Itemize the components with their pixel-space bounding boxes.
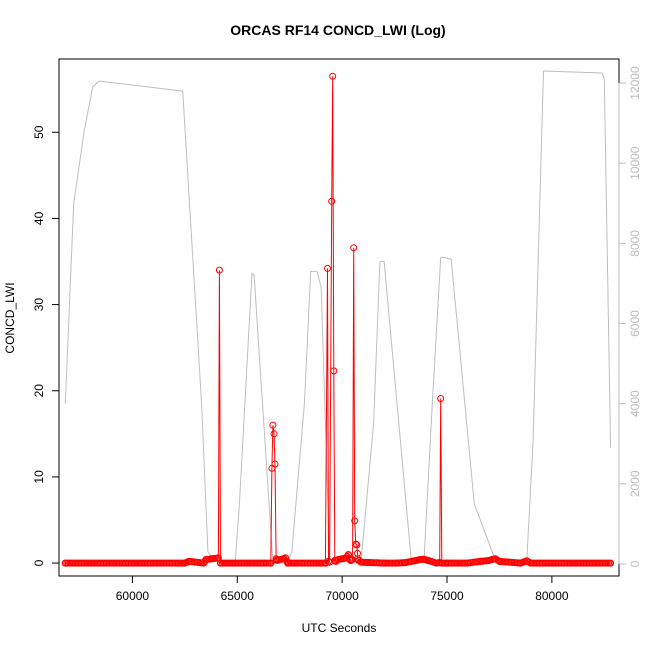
concd-series-layer: [61, 72, 615, 567]
concd-point: [516, 559, 524, 567]
x-tick-label: 70000: [325, 589, 359, 603]
concd-point: [424, 557, 432, 564]
concd-point: [215, 266, 223, 274]
concd-point: [324, 264, 331, 272]
plot-frame: [58, 58, 620, 577]
secondary-series-layer: [64, 70, 612, 563]
y-axis-label: CONCD_LWI: [3, 282, 17, 353]
y-tick-label: 20: [32, 384, 46, 398]
concd-point: [380, 559, 388, 567]
concd-point: [200, 559, 208, 567]
y2-tick-label: 12000: [628, 66, 642, 100]
chart-title: ORCAS RF14 CONCD_LWI (Log): [230, 22, 445, 38]
concd-point: [329, 72, 337, 80]
y-axis-left: 0 10 20 30 40 50: [32, 125, 60, 566]
y2-tick-label: 6000: [628, 310, 642, 337]
concd-point: [351, 517, 359, 525]
y2-tick-label: 10000: [628, 146, 642, 180]
concd-point: [420, 555, 428, 563]
concd-point: [267, 559, 275, 567]
concd-point: [443, 559, 451, 567]
concd-point: [328, 197, 336, 205]
concd-point: [355, 557, 363, 564]
concd-point: [61, 559, 69, 567]
concd-point: [527, 559, 535, 567]
concd-point: [332, 557, 340, 565]
y2-tick-label: 2000: [628, 470, 642, 497]
x-tick-label: 65000: [221, 589, 255, 603]
concd-point: [357, 558, 365, 566]
concd-point: [272, 555, 280, 563]
concd-point: [352, 540, 360, 548]
concd-point: [438, 559, 446, 567]
secondary-series-line: [64, 70, 612, 563]
x-tick-label: 75000: [430, 589, 464, 603]
concd-point: [477, 557, 485, 565]
concd-point: [495, 557, 503, 565]
y2-tick-label: 4000: [628, 390, 642, 417]
concd-point: [523, 557, 531, 565]
concd-point: [485, 557, 493, 564]
concd-point: [437, 395, 445, 402]
concd-point: [271, 460, 279, 468]
concd-point: [464, 559, 472, 567]
x-tick-label: 80000: [535, 589, 569, 603]
x-axis: 60000 65000 70000 75000 80000: [116, 575, 569, 603]
concd-point: [350, 244, 358, 252]
concd-series-line: [65, 76, 611, 564]
concd-point: [412, 557, 420, 564]
concd-point: [334, 556, 342, 564]
concd-point: [344, 551, 352, 558]
y-tick-label: 10: [32, 470, 46, 484]
x-axis-label: UTC Seconds: [302, 621, 377, 635]
concd-point: [393, 559, 401, 567]
y2-tick-label: 0: [628, 560, 642, 567]
y-tick-label: 0: [32, 559, 46, 566]
concd-point: [433, 559, 440, 567]
concd-point: [181, 559, 189, 567]
y2-tick-label: 8000: [628, 230, 642, 257]
concd-point: [607, 559, 615, 567]
y-tick-label: 30: [32, 298, 46, 312]
concd-point: [284, 559, 292, 567]
concd-point: [416, 556, 424, 564]
concd-point: [331, 557, 339, 564]
concd-point: [217, 559, 224, 567]
concd-point: [185, 557, 193, 565]
concd-point: [269, 421, 277, 429]
y-tick-label: 40: [32, 211, 46, 225]
y-axis-right: 0 2000 4000 6000 8000 10000 12000: [618, 66, 642, 567]
concd-point: [401, 559, 409, 567]
concd-point: [353, 541, 361, 549]
concd-point: [330, 367, 338, 375]
concd-point: [273, 557, 281, 564]
y-tick-label: 50: [32, 125, 46, 139]
x-tick-label: 60000: [116, 589, 150, 603]
concd-point: [270, 430, 278, 438]
